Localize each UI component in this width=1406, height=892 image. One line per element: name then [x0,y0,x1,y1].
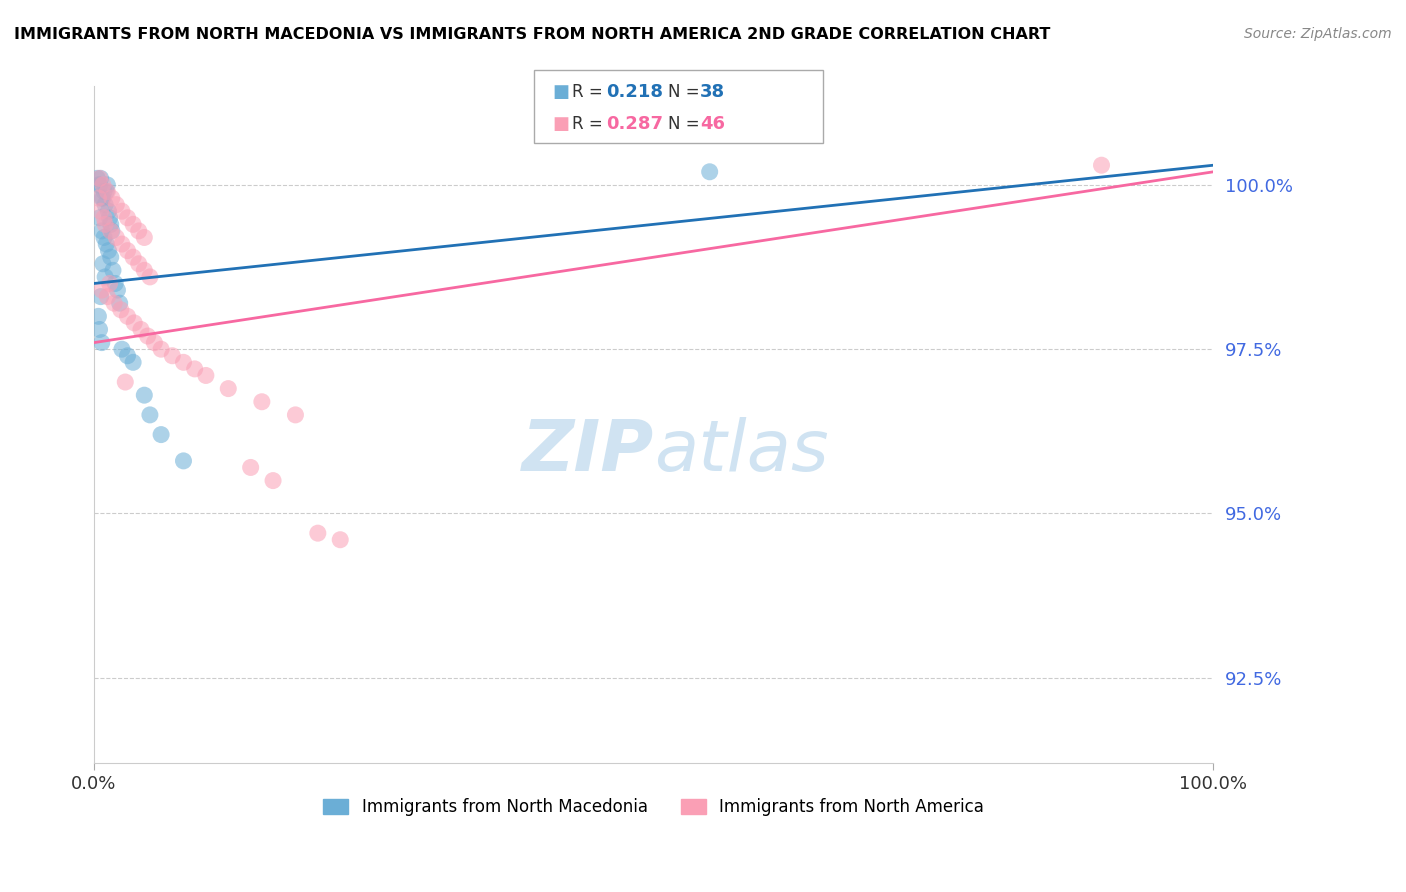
Point [89,322,111,336]
Text: 38: 38 [700,83,725,101]
Point [307,526,329,541]
Point [105,230,128,244]
Point [90,224,112,238]
Point [117,310,139,324]
Point [217,382,239,396]
Text: ■: ■ [553,83,569,101]
Point [139,269,162,284]
Point [97,244,120,258]
Point [90,171,112,186]
Point [100,250,122,264]
Text: R =: R = [572,115,609,133]
Point [262,474,284,488]
Point [128,224,150,238]
Text: N =: N = [668,83,704,101]
Text: N =: N = [668,115,704,133]
Point [111,204,134,219]
Text: 46: 46 [700,115,725,133]
Point [143,335,166,350]
Point [89,211,111,225]
Point [93,185,115,199]
Point [108,296,131,310]
Point [150,427,173,442]
Point [94,269,117,284]
Text: 0.287: 0.287 [606,115,664,133]
Point [136,329,159,343]
Point [134,263,156,277]
Point [183,362,205,376]
Point [87,310,110,324]
Point [90,191,112,205]
Point [134,230,156,244]
Point [93,230,115,244]
Point [98,277,121,291]
Point [129,322,152,336]
Point [96,178,118,192]
Point [134,388,156,402]
Point [122,250,145,264]
Point [284,408,307,422]
Point [239,460,262,475]
Point [90,290,112,304]
Point [101,191,124,205]
Text: IMMIGRANTS FROM NORTH MACEDONIA VS IMMIGRANTS FROM NORTH AMERICA 2ND GRADE CORRE: IMMIGRANTS FROM NORTH MACEDONIA VS IMMIG… [14,27,1050,42]
Point [96,185,118,199]
Point [100,218,122,232]
Point [250,394,273,409]
Point [90,204,112,219]
Point [194,368,217,383]
Point [117,211,139,225]
Point [100,224,122,238]
Point [173,355,195,369]
Point [98,211,121,225]
Point [91,178,114,192]
Text: ■: ■ [553,115,569,133]
Point [122,316,145,330]
Point [122,355,145,369]
Point [101,263,124,277]
Point [103,296,125,310]
Point [107,283,129,297]
Text: ZIP: ZIP [522,417,654,486]
Point [96,290,118,304]
Point [104,277,127,291]
Point [87,191,110,205]
Point [93,211,115,225]
Point [699,165,721,179]
Point [86,171,108,186]
Point [117,244,139,258]
Point [89,178,111,192]
Point [150,342,173,356]
Point [122,218,145,232]
Point [90,283,112,297]
Legend: Immigrants from North Macedonia, Immigrants from North America: Immigrants from North Macedonia, Immigra… [316,791,991,822]
Text: R =: R = [572,83,609,101]
Text: Source: ZipAtlas.com: Source: ZipAtlas.com [1244,27,1392,41]
Point [329,533,352,547]
Point [1090,158,1112,172]
Point [139,408,162,422]
Point [173,454,195,468]
Point [87,178,110,192]
Point [117,349,139,363]
Point [105,197,128,211]
Point [90,335,112,350]
Text: atlas: atlas [654,417,828,486]
Point [89,171,111,186]
Point [94,197,117,211]
Point [97,204,120,219]
Point [114,375,136,389]
Point [94,218,117,232]
Point [91,191,114,205]
Text: 0.218: 0.218 [606,83,664,101]
Point [91,257,114,271]
Point [162,349,184,363]
Point [111,342,134,356]
Point [110,302,132,317]
Point [128,257,150,271]
Point [96,185,118,199]
Point [101,224,124,238]
Point [111,237,134,252]
Point [96,237,118,252]
